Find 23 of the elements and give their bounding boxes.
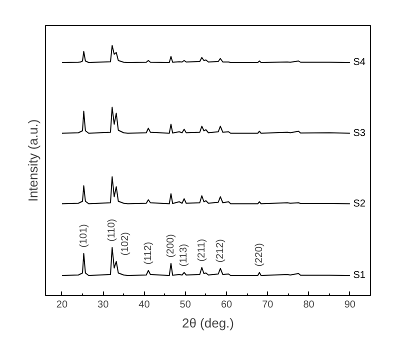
annotation: (112)	[142, 242, 154, 264]
annotation: (220)	[254, 243, 265, 266]
annotation: (101)	[78, 224, 90, 248]
x-tick-label: 90	[344, 300, 356, 310]
series-label: S4	[353, 57, 366, 68]
series-label: S2	[353, 198, 366, 210]
annotation: (113)	[178, 244, 190, 266]
annotation: (110)	[106, 218, 118, 242]
x-tick-label: 50	[180, 300, 192, 310]
x-tick-label: 20	[56, 300, 68, 310]
x-axis-title: 2θ (deg.)	[182, 316, 234, 330]
x-tick-label: 80	[303, 300, 315, 310]
series-label: S1	[353, 270, 366, 281]
x-tick-label: 40	[138, 300, 150, 310]
x-tick-label: 60	[220, 300, 233, 310]
y-axis-title: Intensity (a.u.)	[26, 119, 40, 202]
x-tick-label: 30	[98, 300, 110, 310]
series-label: S3	[353, 128, 366, 139]
annotation: (211)	[196, 238, 208, 262]
x-tick-label: 70	[262, 300, 274, 310]
annotation: (200)	[165, 234, 176, 258]
annotation: (212)	[214, 239, 226, 262]
annotation: (102)	[120, 232, 131, 256]
